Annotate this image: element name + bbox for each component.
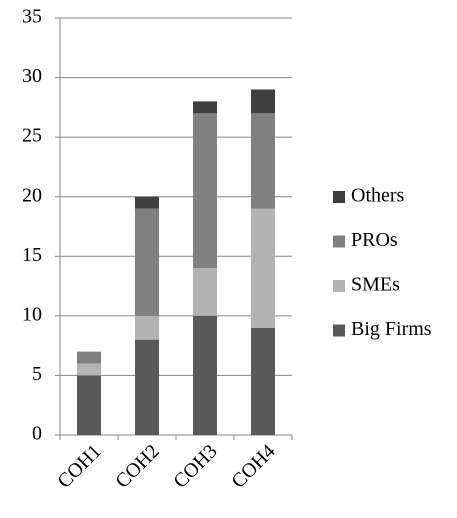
y-tick-label: 5 xyxy=(32,363,42,385)
y-tick-label: 0 xyxy=(32,423,42,445)
bar-segment xyxy=(251,327,275,435)
y-tick-label: 25 xyxy=(22,125,42,147)
x-tick-label: COH3 xyxy=(169,440,221,492)
bar-segment xyxy=(135,208,159,316)
bar-segment xyxy=(193,315,217,435)
bar-segment xyxy=(251,89,275,114)
bar-segment xyxy=(193,101,217,114)
bar-segment xyxy=(77,363,101,376)
y-tick-label: 10 xyxy=(22,303,42,325)
legend-swatch xyxy=(333,235,345,248)
bar-segment xyxy=(77,351,101,364)
bar-segment xyxy=(193,113,217,269)
legend-label: PROs xyxy=(351,229,398,251)
legend-swatch xyxy=(333,191,345,203)
bar-segment xyxy=(77,375,101,435)
bar-segment xyxy=(251,208,275,328)
legend-label: Others xyxy=(351,185,405,207)
bar-segment xyxy=(135,315,159,340)
bar-segment xyxy=(193,268,217,316)
y-tick-label: 20 xyxy=(22,184,42,206)
x-tick-label: COH1 xyxy=(53,440,105,492)
y-tick-label: 15 xyxy=(22,244,42,266)
y-tick-label: 35 xyxy=(22,6,42,28)
legend-label: Big Firms xyxy=(351,318,432,340)
y-tick-label: 30 xyxy=(22,65,42,87)
legend-label: SMEs xyxy=(351,274,400,296)
legend-swatch xyxy=(333,280,345,292)
legend-swatch xyxy=(333,324,345,337)
bar-segment xyxy=(135,196,159,209)
x-tick-label: COH4 xyxy=(227,440,279,492)
bar-segment xyxy=(135,339,159,435)
bar-segment xyxy=(251,113,275,209)
x-tick-label: COH2 xyxy=(111,440,163,492)
